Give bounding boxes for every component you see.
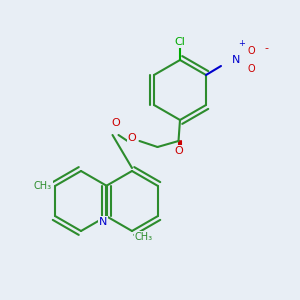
Text: O: O	[128, 133, 136, 143]
Text: N: N	[99, 217, 107, 227]
Text: CH₃: CH₃	[34, 181, 52, 191]
Text: O: O	[247, 64, 255, 74]
Text: O: O	[247, 46, 255, 56]
Text: Cl: Cl	[175, 37, 185, 47]
Text: O: O	[174, 146, 183, 157]
Text: +: +	[238, 40, 245, 49]
Text: CH₃: CH₃	[135, 232, 153, 242]
Text: O: O	[111, 118, 120, 128]
Text: N: N	[232, 55, 240, 65]
Text: -: -	[264, 43, 268, 53]
